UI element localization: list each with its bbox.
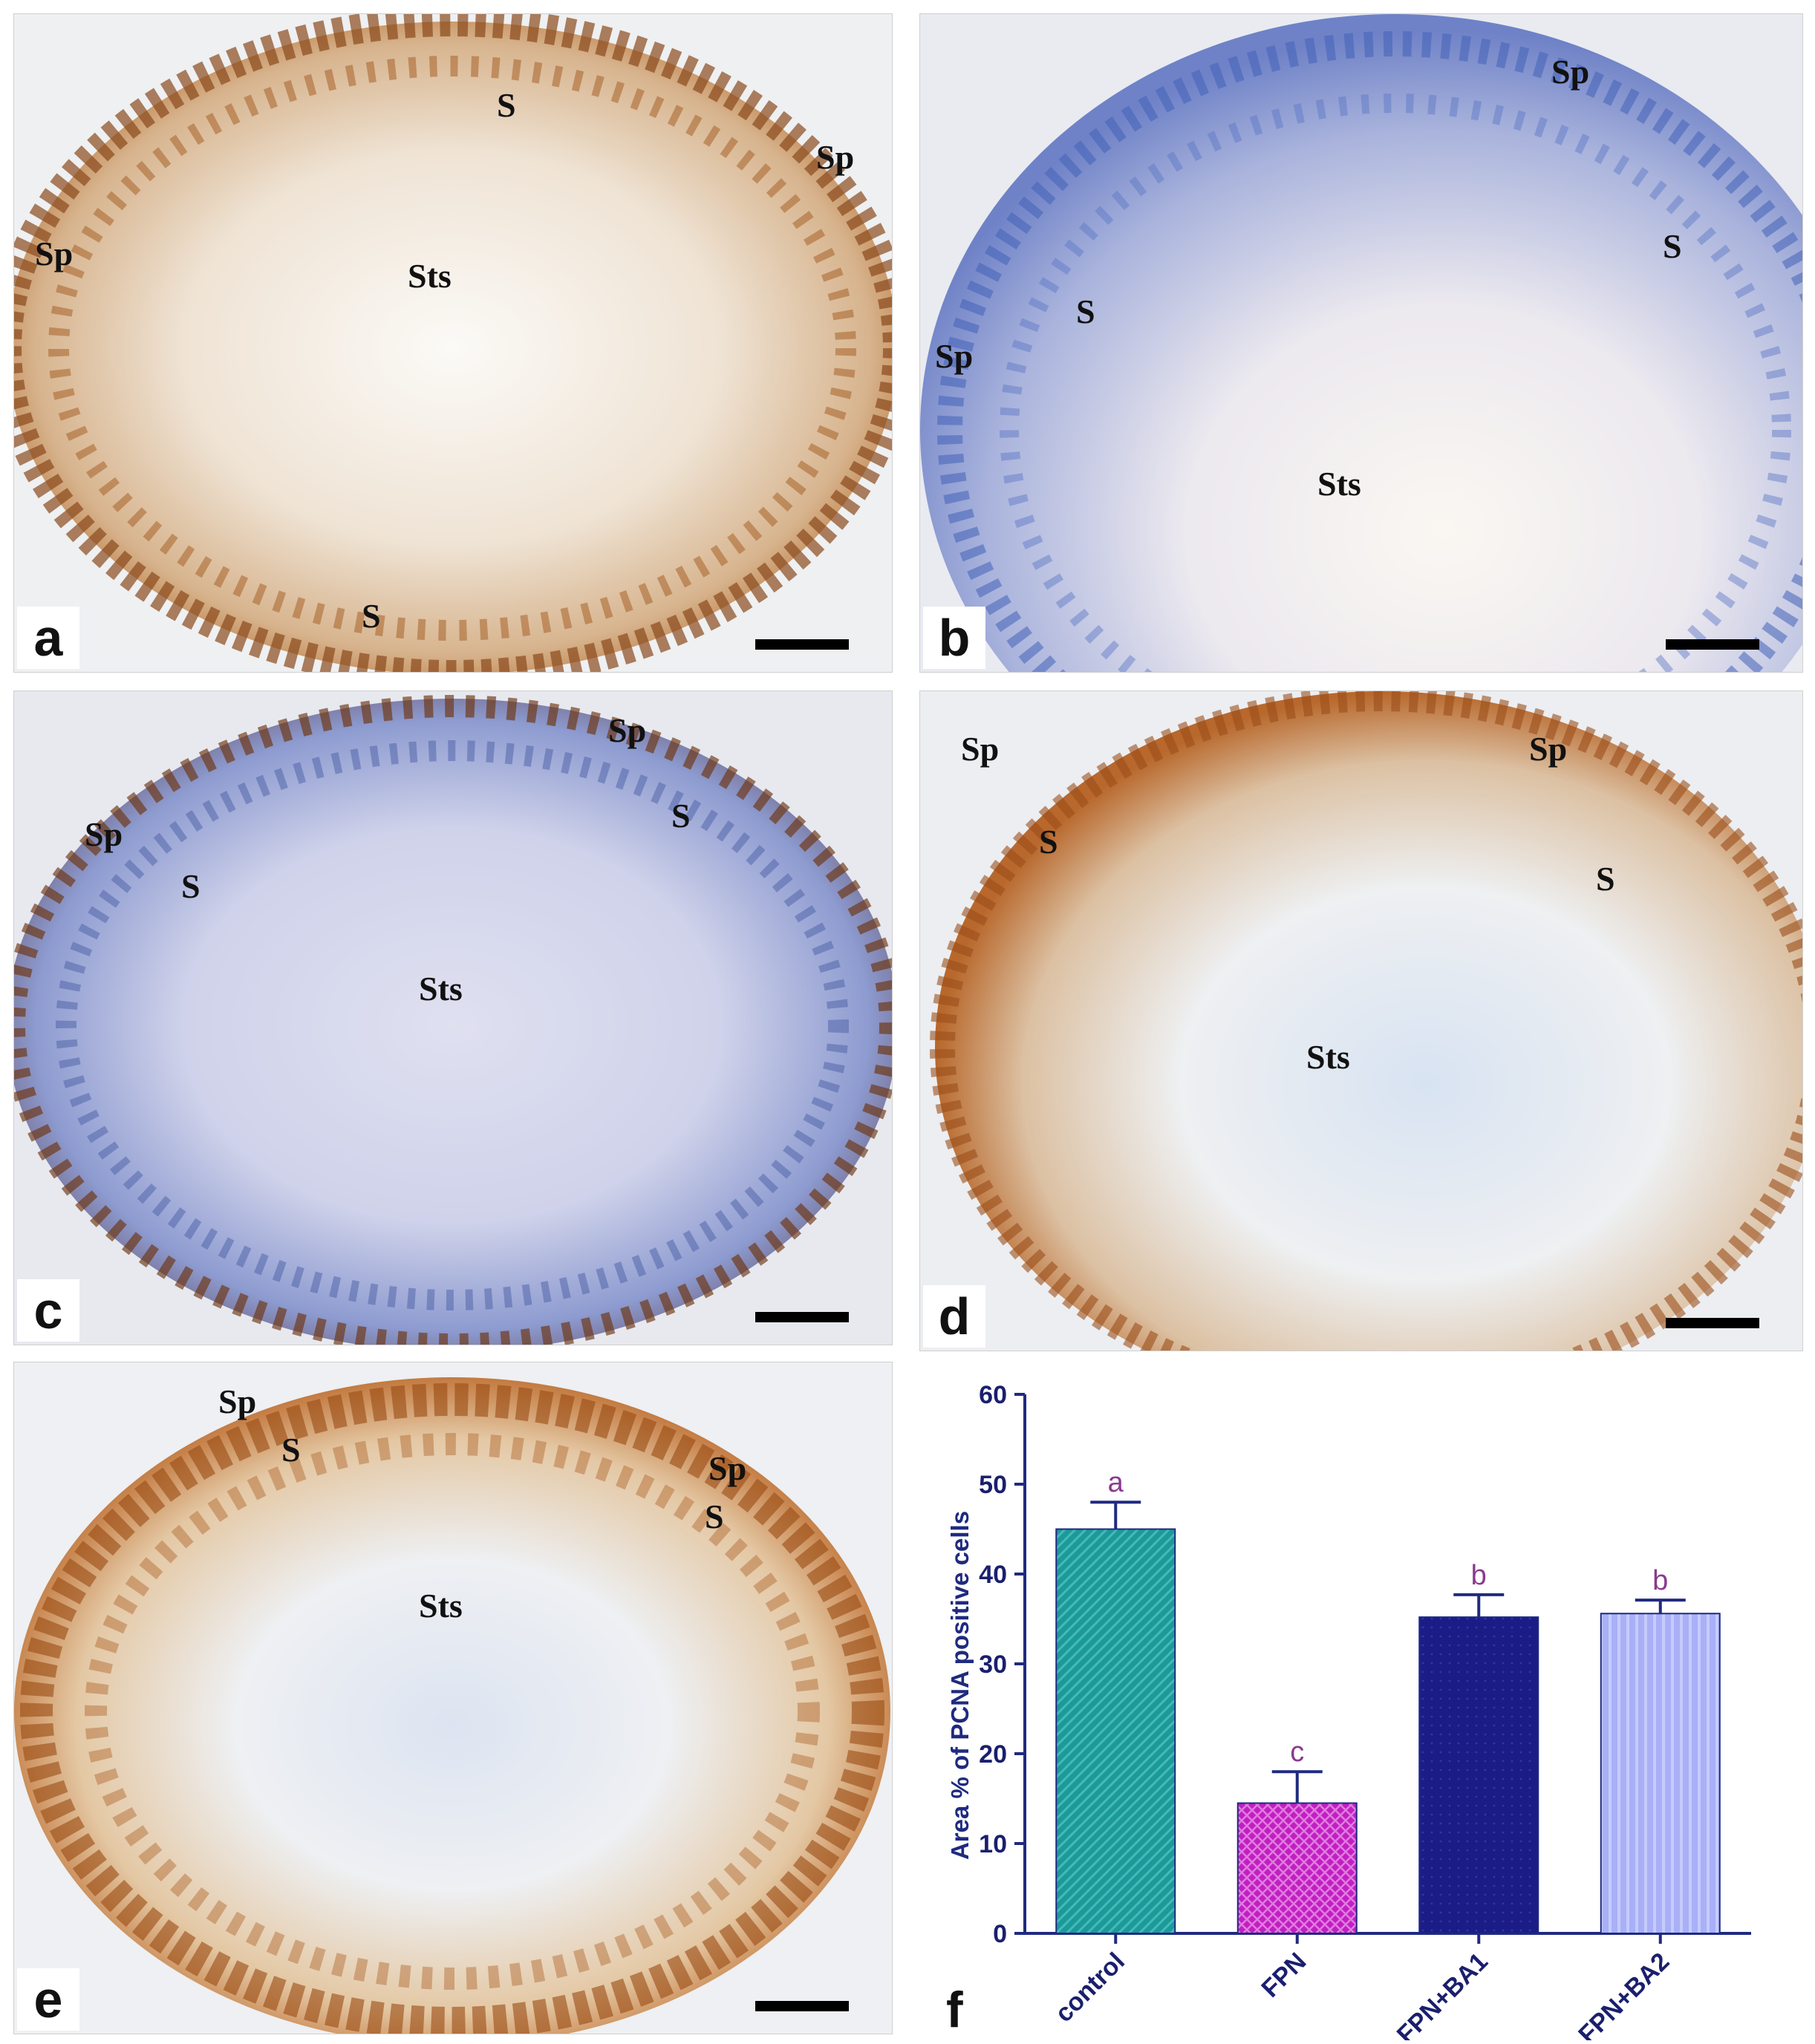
annotation-b-4: Sts: [1317, 465, 1361, 503]
y-tick-label-2: 20: [979, 1740, 1007, 1769]
annotation-c-2: S: [671, 797, 691, 835]
bar-1: [1236, 1802, 1358, 1934]
scale-bar-a: [755, 639, 849, 650]
annotation-a-2: Sp: [35, 235, 74, 272]
panel-c: Sp Sp S S Sts c: [13, 690, 893, 1345]
y-axis-label: Area % of PCNA positive cells: [946, 1511, 974, 1860]
annotation-a-4: S: [362, 597, 381, 635]
panel-c-label: c: [17, 1279, 79, 1342]
x-tick-label-3: FPN+BA2: [1573, 1947, 1675, 2040]
bar-3: [1600, 1613, 1721, 1934]
scale-bar-e: [755, 2001, 849, 2011]
significance-letter-0: a: [1108, 1467, 1124, 1498]
panel-a: S Sp Sp Sts S a: [13, 13, 893, 673]
panel-f-label: f: [946, 1982, 963, 2038]
micrograph-d: [920, 691, 1802, 1351]
x-tick-label-2: FPN+BA1: [1392, 1947, 1493, 2040]
scale-bar-c: [755, 1312, 849, 1322]
panel-e: Sp S Sp S Sts e: [13, 1362, 893, 2034]
annotation-d-4: Sts: [1306, 1038, 1350, 1076]
panel-b: Sp S S Sp Sts b: [919, 13, 1803, 673]
bar-2: [1418, 1616, 1539, 1934]
annotation-a-3: Sts: [408, 257, 452, 295]
annotation-e-3: S: [705, 1498, 724, 1535]
pcna-bar-chart: a c b b 0 10 20 30 40 50 60 control FPN FPN+BA1 FPN+…: [946, 1381, 1751, 2044]
significance-letter-1: c: [1290, 1737, 1304, 1768]
annotation-c-1: Sp: [85, 815, 123, 853]
significance-letter-2: b: [1471, 1560, 1487, 1591]
y-tick-label-3: 30: [979, 1650, 1007, 1679]
y-tick-label-4: 40: [979, 1561, 1007, 1589]
annotation-d-1: Sp: [1529, 730, 1568, 768]
annotation-a-0: S: [497, 86, 516, 124]
scale-bar-d: [1666, 1318, 1759, 1328]
y-tick-label-6: 60: [979, 1381, 1007, 1409]
annotation-e-1: S: [281, 1431, 301, 1469]
annotation-d-3: S: [1596, 860, 1615, 898]
panel-e-label: e: [17, 1968, 79, 2031]
scale-bar-b: [1666, 639, 1759, 650]
micrograph-c: [14, 691, 892, 1345]
annotation-e-4: Sts: [419, 1587, 463, 1625]
y-tick-label-1: 10: [979, 1830, 1007, 1858]
significance-letter-3: b: [1652, 1565, 1668, 1596]
bar-0: [1055, 1528, 1176, 1934]
annotation-b-0: Sp: [1551, 53, 1590, 91]
annotation-c-3: S: [181, 867, 201, 905]
panel-d: Sp Sp S S Sts d: [919, 690, 1803, 1351]
annotation-b-2: S: [1076, 293, 1095, 330]
annotation-b-3: Sp: [935, 337, 974, 375]
x-tick-label-1: FPN: [1256, 1947, 1311, 2003]
chart-panel-f: a c b b 0 10 20 30 40 50 60 control FPN FPN+BA1 FPN+…: [919, 1374, 1815, 2044]
annotation-c-4: Sts: [419, 970, 463, 1008]
y-tick-label-5: 50: [979, 1471, 1007, 1499]
annotation-a-1: Sp: [816, 138, 855, 176]
annotation-d-2: S: [1039, 823, 1058, 861]
annotation-e-2: Sp: [708, 1449, 747, 1487]
y-tick-label-0: 0: [993, 1920, 1007, 1948]
panel-d-label: d: [923, 1285, 985, 1348]
annotation-d-0: Sp: [961, 730, 1000, 768]
micrograph-a: [14, 14, 892, 672]
micrograph-e: [14, 1362, 892, 2034]
panel-b-label: b: [923, 607, 985, 669]
micrograph-b: [920, 14, 1802, 672]
annotation-b-1: S: [1663, 227, 1682, 265]
annotation-c-0: Sp: [608, 711, 647, 749]
x-tick-label-0: control: [1050, 1947, 1130, 2028]
panel-a-label: a: [17, 607, 79, 669]
annotation-e-0: Sp: [218, 1382, 257, 1420]
